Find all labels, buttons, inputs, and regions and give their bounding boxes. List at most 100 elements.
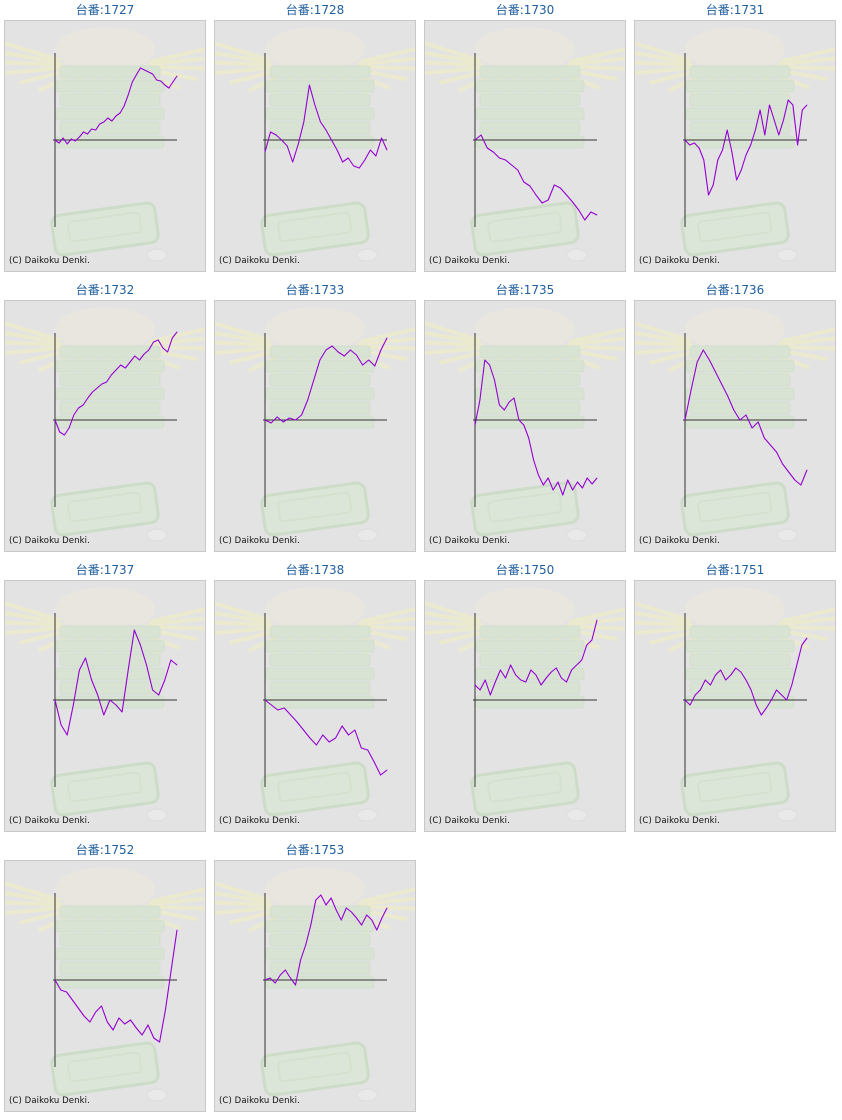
data-point	[806, 104, 808, 106]
watermark-tier	[689, 625, 791, 639]
slot-graph-card[interactable]: 台番:1730 (C) Daikoku Denki.	[420, 0, 630, 280]
data-point	[322, 734, 324, 736]
machine-number-title[interactable]: 台番:1728	[285, 3, 345, 17]
data-point	[62, 137, 64, 139]
slot-graph-card[interactable]: 台番:1728 (C) Daikoku Denki.	[210, 0, 420, 280]
data-point	[111, 120, 113, 122]
watermark-ray	[149, 887, 205, 904]
watermark-dome	[55, 587, 155, 631]
data-point	[358, 167, 360, 169]
data-point	[270, 422, 272, 424]
data-point	[176, 331, 178, 333]
data-point	[366, 914, 368, 916]
watermark-ray	[5, 41, 61, 63]
payout-line-chart	[5, 867, 205, 1102]
watermark-tray-inner	[487, 491, 563, 523]
watermark-ray	[5, 611, 61, 625]
copyright-label: (C) Daikoku Denki.	[219, 256, 300, 266]
watermark-tier	[265, 415, 375, 429]
data-point	[54, 419, 56, 421]
data-point	[562, 494, 564, 496]
slot-graph-card[interactable]: 台番:1735 (C) Daikoku Denki.	[420, 280, 630, 560]
watermark-coin	[776, 248, 798, 262]
machine-number-title[interactable]: 台番:1753	[285, 843, 345, 857]
watermark-ray	[635, 611, 691, 625]
watermark-ray	[5, 51, 61, 65]
slot-graph-card[interactable]: 台番:1727 (C) Daikoku Denki.	[0, 0, 210, 280]
watermark-coin	[776, 528, 798, 542]
slot-graph-card[interactable]: 台番:1731 (C) Daikoku Denki.	[630, 0, 840, 280]
data-point	[60, 724, 62, 726]
data-point	[557, 481, 559, 483]
slot-graph-card[interactable]: 台番:1738 (C) Daikoku Denki.	[210, 560, 420, 840]
machine-number-title[interactable]: 台番:1737	[75, 563, 135, 577]
watermark-tray-inner	[67, 491, 143, 523]
data-point	[698, 147, 700, 149]
data-point	[503, 409, 505, 411]
data-point	[550, 671, 552, 673]
watermark-tier	[59, 345, 161, 359]
pachinko-machine-watermark	[5, 867, 205, 1102]
watermark-tier	[475, 695, 585, 709]
machine-number-title[interactable]: 台番:1731	[705, 3, 765, 17]
data-point	[335, 909, 337, 911]
data-point	[745, 679, 747, 681]
machine-number-title[interactable]: 台番:1752	[75, 843, 135, 857]
watermark-tray	[50, 761, 160, 817]
data-point	[561, 677, 562, 679]
watermark-tier	[265, 695, 375, 709]
slot-graph-card[interactable]: 台番:1750 (C) Daikoku Denki.	[420, 560, 630, 840]
data-point	[270, 131, 271, 133]
machine-number-title[interactable]: 台番:1750	[495, 563, 555, 577]
watermark-tier	[59, 65, 161, 79]
slot-graph-card[interactable]: 台番:1736 (C) Daikoku Denki.	[630, 280, 840, 560]
slot-graph-card[interactable]: 台番:1732 (C) Daikoku Denki.	[0, 280, 210, 560]
machine-number-title[interactable]: 台番:1733	[285, 283, 345, 297]
watermark-tray	[470, 481, 580, 537]
data-point	[533, 459, 534, 461]
data-point	[66, 734, 68, 736]
data-point	[786, 699, 788, 701]
data-point	[771, 699, 772, 701]
chart-frame: (C) Daikoku Denki.	[214, 20, 416, 272]
pachinko-machine-watermark	[215, 307, 415, 542]
machine-number-title[interactable]: 台番:1738	[285, 563, 345, 577]
data-point	[309, 737, 311, 739]
watermark-tier	[685, 639, 795, 653]
machine-number-title[interactable]: 台番:1751	[705, 563, 765, 577]
slot-graph-card[interactable]: 台番:1753 (C) Daikoku Denki.	[210, 840, 420, 1120]
data-point	[144, 69, 145, 71]
data-point	[118, 1017, 120, 1019]
slot-graph-card[interactable]: 台番:1737 (C) Daikoku Denki.	[0, 560, 210, 840]
machine-number-title[interactable]: 台番:1732	[75, 283, 135, 297]
watermark-ray	[425, 345, 488, 356]
watermark-ray	[215, 905, 278, 916]
data-point	[726, 129, 728, 131]
data-point	[343, 355, 345, 357]
watermark-coin	[356, 248, 378, 262]
watermark-tier	[689, 373, 791, 387]
machine-number-title[interactable]: 台番:1727	[75, 3, 135, 17]
watermark-ray	[149, 47, 205, 64]
data-point	[96, 387, 98, 389]
data-point	[508, 401, 510, 403]
data-point	[74, 140, 76, 142]
watermark-tier	[59, 933, 161, 947]
machine-number-title[interactable]: 台番:1735	[495, 283, 555, 297]
payout-series-line	[474, 359, 598, 496]
machine-number-title[interactable]: 台番:1730	[495, 3, 555, 17]
slot-graph-card[interactable]: 台番:1752 (C) Daikoku Denki.	[0, 840, 210, 1120]
watermark-ray	[5, 601, 61, 623]
slot-graph-card[interactable]: 台番:1733 (C) Daikoku Denki.	[210, 280, 420, 560]
data-point	[176, 75, 178, 77]
watermark-tier	[269, 625, 371, 639]
copyright-label: (C) Daikoku Denki.	[9, 1096, 90, 1106]
machine-number-title[interactable]: 台番:1736	[705, 283, 765, 297]
data-point	[331, 345, 333, 347]
watermark-ray	[425, 601, 481, 623]
payout-line-chart	[215, 867, 415, 1102]
slot-graph-card[interactable]: 台番:1751 (C) Daikoku Denki.	[630, 560, 840, 840]
data-point	[107, 117, 109, 119]
data-point	[95, 129, 97, 131]
data-point	[140, 67, 141, 69]
